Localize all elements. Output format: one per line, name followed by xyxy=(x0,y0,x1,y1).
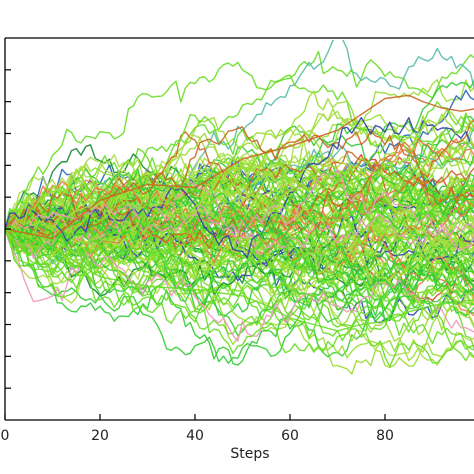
series-line xyxy=(5,138,474,246)
series-line xyxy=(5,90,474,245)
series-line-lower-extreme xyxy=(5,228,474,332)
series-line xyxy=(5,226,474,322)
series-line xyxy=(5,141,474,246)
series-line xyxy=(5,222,474,366)
series-line xyxy=(5,221,474,307)
x-axis-label: Steps xyxy=(230,446,269,462)
series-line xyxy=(5,181,474,259)
series-line xyxy=(5,227,474,337)
series-line xyxy=(5,61,474,230)
series-line xyxy=(5,188,474,366)
y-ticks xyxy=(5,69,11,389)
series-line xyxy=(5,156,474,307)
series-line xyxy=(5,116,474,259)
series-line xyxy=(5,228,474,309)
series-line xyxy=(5,173,474,243)
series-line xyxy=(5,180,474,300)
series-line xyxy=(5,225,474,310)
series-line-upper-extreme xyxy=(5,94,474,240)
x-tick-label: 60 xyxy=(281,428,299,444)
series-line xyxy=(5,119,474,231)
series-line xyxy=(5,101,474,269)
series-line xyxy=(5,152,474,246)
series-line xyxy=(5,113,474,232)
series-line xyxy=(5,228,474,368)
x-tick-label: 40 xyxy=(186,428,204,444)
x-tick-label: 0 xyxy=(1,428,10,444)
series-line xyxy=(5,137,474,303)
series-lines xyxy=(5,40,474,375)
x-ticks: 0 20 40 60 80 xyxy=(1,414,394,444)
x-tick-label: 20 xyxy=(91,428,109,444)
series-line xyxy=(5,164,474,250)
x-tick-label: 80 xyxy=(376,428,394,444)
